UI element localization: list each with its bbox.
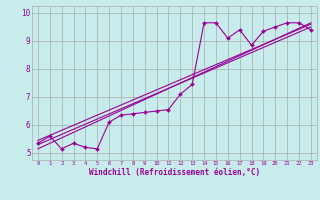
X-axis label: Windchill (Refroidissement éolien,°C): Windchill (Refroidissement éolien,°C) — [89, 168, 260, 177]
